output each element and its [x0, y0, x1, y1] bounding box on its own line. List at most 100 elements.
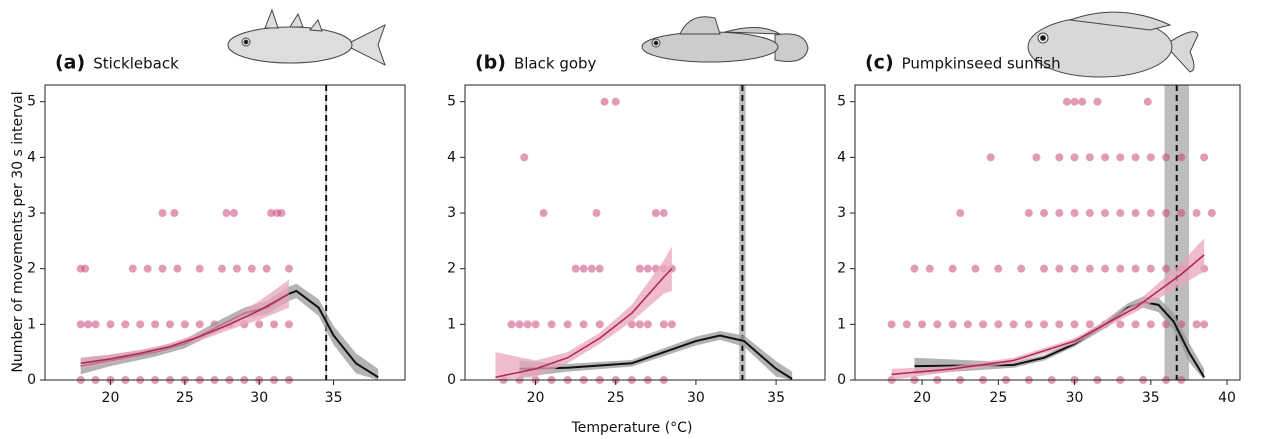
data-point — [1009, 320, 1018, 329]
x-tick-label: 30 — [687, 390, 705, 406]
data-point — [270, 320, 279, 329]
y-tick-label: 5 — [27, 94, 36, 110]
panel-label: (b) — [475, 52, 506, 74]
data-point — [963, 320, 972, 329]
x-tick-label: 25 — [989, 390, 1007, 406]
y-tick-label: 4 — [447, 149, 456, 165]
data-point — [84, 320, 93, 329]
x-tick-label: 35 — [767, 390, 785, 406]
data-point — [902, 320, 911, 329]
data-point — [136, 320, 145, 329]
data-point — [994, 264, 1003, 273]
data-point — [158, 209, 167, 218]
data-point — [284, 264, 293, 273]
panel-label: (c) — [865, 52, 894, 74]
data-point — [1055, 320, 1064, 329]
data-point — [1177, 153, 1186, 162]
plot-frame — [464, 84, 826, 381]
data-point — [1085, 320, 1094, 329]
data-point — [659, 320, 668, 329]
data-point — [1192, 209, 1201, 218]
data-point — [635, 320, 644, 329]
data-point — [1200, 320, 1209, 329]
y-tick-label: 1 — [27, 316, 36, 332]
data-point — [143, 264, 152, 273]
data-point — [1116, 209, 1125, 218]
data-point — [165, 320, 174, 329]
data-point — [1024, 209, 1033, 218]
data-point — [1062, 97, 1071, 106]
x-tick-label: 30 — [250, 390, 268, 406]
plot-frame — [44, 84, 406, 381]
data-point — [222, 209, 231, 218]
data-point — [925, 264, 934, 273]
data-point — [262, 264, 271, 273]
confidence-band — [891, 238, 1205, 380]
x-tick-label: 25 — [176, 390, 194, 406]
data-point — [956, 209, 965, 218]
fit-line — [80, 293, 290, 365]
y-tick-label: 5 — [837, 94, 846, 110]
data-point — [1101, 209, 1110, 218]
data-point — [1131, 153, 1140, 162]
data-point — [971, 264, 980, 273]
y-axis-label: Number of movements per 30 s interval — [10, 91, 26, 372]
data-point — [1131, 264, 1140, 273]
data-point — [667, 320, 676, 329]
data-point — [1078, 97, 1087, 106]
data-point — [255, 320, 264, 329]
fit-line — [80, 289, 379, 379]
data-point — [659, 209, 668, 218]
data-point — [1085, 209, 1094, 218]
data-point — [1055, 153, 1064, 162]
data-point — [531, 320, 540, 329]
y-tick-label: 0 — [447, 372, 456, 388]
data-point — [1146, 209, 1155, 218]
x-tick-label: 40 — [1218, 390, 1236, 406]
data-point — [1146, 264, 1155, 273]
fish-goby — [641, 16, 809, 63]
data-point — [232, 264, 241, 273]
data-point — [1146, 320, 1155, 329]
data-point — [81, 264, 90, 273]
data-point — [592, 209, 601, 218]
data-point — [1131, 320, 1140, 329]
data-point — [247, 264, 256, 273]
y-tick-label: 4 — [837, 149, 846, 165]
x-tick-label: 25 — [607, 390, 625, 406]
data-point — [1085, 264, 1094, 273]
threshold-band — [325, 85, 327, 380]
data-point — [91, 320, 100, 329]
panel-title: Black goby — [514, 55, 597, 73]
data-point — [507, 320, 516, 329]
data-point — [76, 320, 85, 329]
data-point — [611, 97, 620, 106]
data-point — [994, 320, 1003, 329]
data-point — [1146, 153, 1155, 162]
data-point — [986, 153, 995, 162]
y-tick-label: 3 — [837, 205, 846, 221]
data-point — [918, 320, 927, 329]
data-point — [1177, 209, 1186, 218]
confidence-band — [495, 246, 672, 380]
data-point — [1017, 264, 1026, 273]
y-tick-label: 1 — [447, 316, 456, 332]
data-point — [1055, 264, 1064, 273]
panel-label: (a) — [55, 52, 85, 74]
data-point — [1070, 153, 1079, 162]
data-point — [515, 320, 524, 329]
data-point — [563, 320, 572, 329]
data-point — [128, 264, 137, 273]
fit-line — [519, 334, 793, 380]
data-point — [1101, 153, 1110, 162]
data-point — [595, 264, 604, 273]
x-tick-label: 30 — [1066, 390, 1084, 406]
data-point — [910, 264, 919, 273]
data-point — [571, 264, 580, 273]
data-point — [121, 320, 130, 329]
data-point — [1116, 264, 1125, 273]
x-tick-label: 35 — [1142, 390, 1160, 406]
data-point — [277, 209, 286, 218]
data-point — [1085, 153, 1094, 162]
data-point — [1040, 264, 1049, 273]
